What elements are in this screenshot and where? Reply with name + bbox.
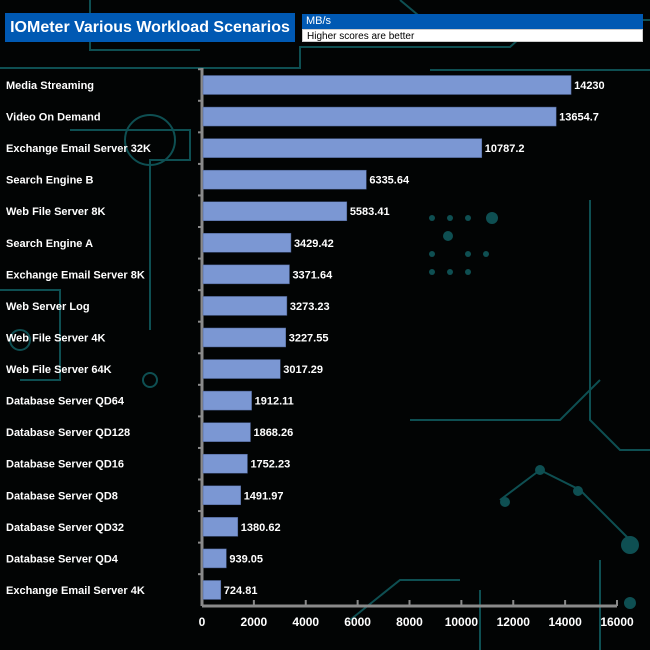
x-tick-label: 16000 (600, 615, 634, 629)
value-label: 13654.7 (559, 112, 599, 124)
bar (202, 359, 281, 379)
unit-label: MB/s (302, 14, 643, 29)
category-label: Database Server QD64 (6, 396, 125, 408)
category-label: Exchange Email Server 4K (6, 585, 145, 597)
category-label: Media Streaming (6, 80, 94, 92)
value-label: 1752.23 (250, 459, 290, 471)
x-tick-label: 6000 (344, 615, 371, 629)
category-label: Database Server QD32 (6, 522, 124, 534)
category-label: Database Server QD16 (6, 459, 124, 471)
category-label: Web File Server 8K (6, 206, 106, 218)
bar (202, 390, 252, 411)
bar (202, 169, 367, 190)
value-label: 724.81 (224, 585, 258, 597)
value-label: 14230 (574, 80, 605, 92)
bar (202, 485, 241, 506)
category-label: Web Server Log (6, 301, 90, 313)
bar (202, 296, 288, 316)
category-label: Database Server QD128 (6, 427, 130, 439)
bar (202, 138, 483, 158)
bar (202, 264, 290, 285)
category-label: Database Server QD8 (6, 490, 118, 502)
value-label: 5583.41 (350, 206, 390, 218)
category-label: Video On Demand (6, 112, 101, 124)
bar (202, 517, 239, 537)
bar (202, 422, 251, 442)
value-label: 1491.97 (244, 490, 284, 502)
category-label: Web File Server 4K (6, 332, 106, 344)
value-label: 3429.42 (294, 238, 334, 250)
category-label: Database Server QD4 (6, 553, 119, 565)
chart-title: IOMeter Various Workload Scenarios (5, 13, 295, 42)
x-tick-label: 2000 (241, 615, 268, 629)
value-label: 1868.26 (253, 427, 293, 439)
x-tick-label: 12000 (497, 615, 531, 629)
bar (202, 106, 557, 127)
category-label: Search Engine B (6, 175, 93, 187)
bar (202, 233, 292, 253)
x-tick-label: 0 (199, 615, 206, 629)
value-label: 3017.29 (283, 364, 323, 376)
x-tick-label: 10000 (445, 615, 479, 629)
bar (202, 75, 572, 95)
value-label: 939.05 (229, 553, 263, 565)
value-label: 3371.64 (292, 269, 333, 281)
category-label: Web File Server 64K (6, 364, 112, 376)
category-label: Search Engine A (6, 238, 93, 250)
category-label: Exchange Email Server 8K (6, 269, 145, 281)
value-label: 3227.55 (289, 332, 329, 344)
value-label: 1380.62 (241, 522, 281, 534)
bar (202, 548, 227, 569)
value-label: 1912.11 (255, 396, 294, 408)
x-tick-label: 14000 (548, 615, 582, 629)
bar (202, 580, 222, 600)
bar (202, 453, 248, 474)
bar (202, 201, 348, 221)
value-label: 3273.23 (290, 301, 330, 313)
x-tick-label: 4000 (292, 615, 319, 629)
value-label: 10787.2 (485, 143, 525, 155)
higher-is-better-note: Higher scores are better (302, 29, 643, 42)
category-label: Exchange Email Server 32K (6, 143, 151, 155)
value-label: 6335.64 (369, 175, 410, 187)
bar (202, 327, 286, 348)
x-tick-label: 8000 (396, 615, 423, 629)
